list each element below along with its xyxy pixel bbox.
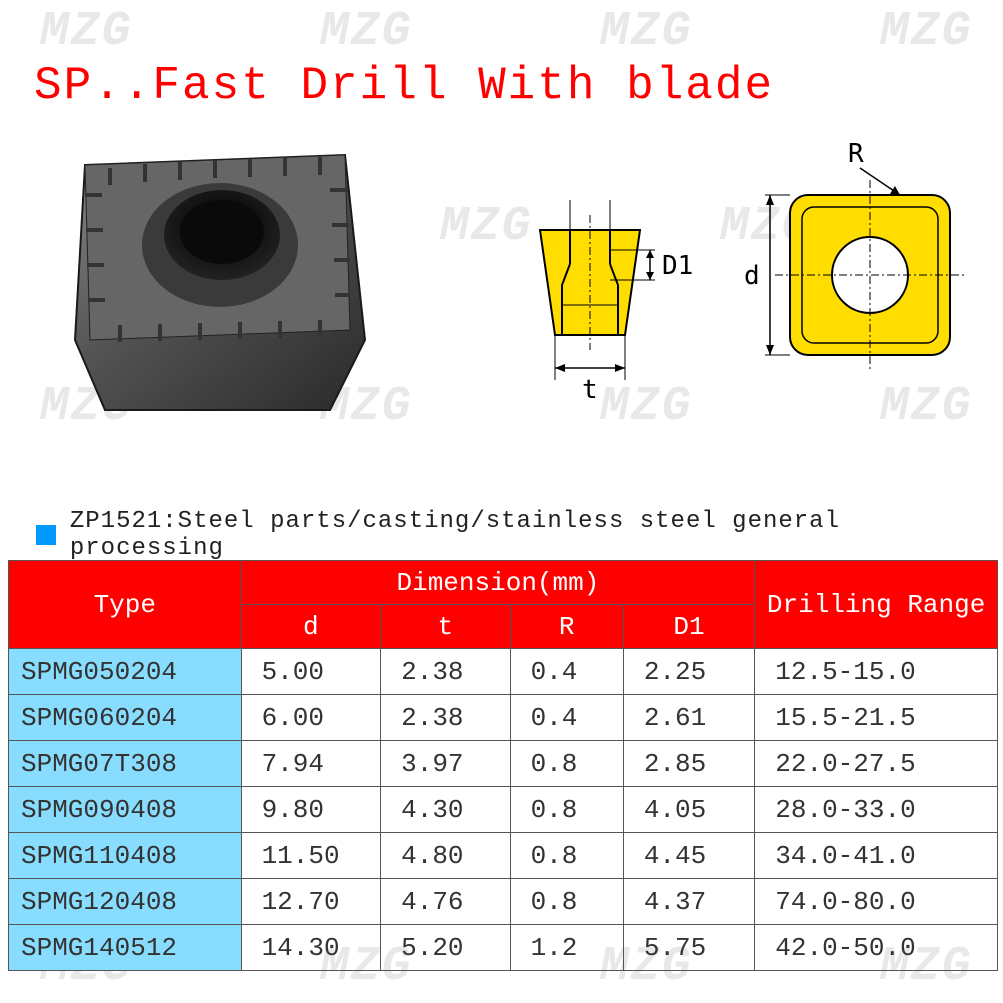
technical-diagram: D1 t R d xyxy=(510,140,980,440)
cell-range: 15.5-21.5 xyxy=(755,695,998,741)
cell-d1: 2.85 xyxy=(623,741,754,787)
cell-range: 34.0-41.0 xyxy=(755,833,998,879)
cell-r: 0.4 xyxy=(510,695,623,741)
cell-t: 2.38 xyxy=(381,649,510,695)
cell-type: SPMG07T308 xyxy=(9,741,242,787)
cell-range: 28.0-33.0 xyxy=(755,787,998,833)
table-row: SPMG07T3087.943.970.82.8522.0-27.5 xyxy=(9,741,998,787)
cell-d1: 4.45 xyxy=(623,833,754,879)
label-t: t xyxy=(582,375,598,405)
cell-type: SPMG060204 xyxy=(9,695,242,741)
note-bullet-icon xyxy=(36,525,56,545)
watermark: MZG xyxy=(40,5,132,59)
cell-d1: 4.37 xyxy=(623,879,754,925)
table-row: SPMG14051214.305.201.25.7542.0-50.0 xyxy=(9,925,998,971)
cell-range: 74.0-80.0 xyxy=(755,879,998,925)
table-row: SPMG0502045.002.380.42.2512.5-15.0 xyxy=(9,649,998,695)
cell-t: 4.30 xyxy=(381,787,510,833)
label-d: d xyxy=(744,261,760,291)
cell-t: 4.76 xyxy=(381,879,510,925)
cell-d: 7.94 xyxy=(241,741,381,787)
cell-d: 9.80 xyxy=(241,787,381,833)
cell-r: 0.8 xyxy=(510,741,623,787)
cell-r: 0.4 xyxy=(510,649,623,695)
table-row: SPMG0602046.002.380.42.6115.5-21.5 xyxy=(9,695,998,741)
spec-table: Type Dimension(mm) Drilling Range d t R … xyxy=(8,560,998,971)
insert-photo xyxy=(50,130,390,440)
page-title: SP..Fast Drill With blade xyxy=(34,60,774,112)
cell-d1: 4.05 xyxy=(623,787,754,833)
label-r: R xyxy=(848,140,864,169)
th-d: d xyxy=(241,605,381,649)
th-dimension: Dimension(mm) xyxy=(241,561,755,605)
note-text: ZP1521:Steel parts/casting/stainless ste… xyxy=(70,508,1003,562)
cell-type: SPMG120408 xyxy=(9,879,242,925)
cell-d: 5.00 xyxy=(241,649,381,695)
cell-t: 4.80 xyxy=(381,833,510,879)
th-r: R xyxy=(510,605,623,649)
table-row: SPMG11040811.504.800.84.4534.0-41.0 xyxy=(9,833,998,879)
cell-r: 0.8 xyxy=(510,833,623,879)
cell-range: 42.0-50.0 xyxy=(755,925,998,971)
cell-d1: 5.75 xyxy=(623,925,754,971)
cell-d: 14.30 xyxy=(241,925,381,971)
cell-d1: 2.61 xyxy=(623,695,754,741)
watermark: MZG xyxy=(880,5,972,59)
cell-d: 6.00 xyxy=(241,695,381,741)
watermark: MZG xyxy=(600,5,692,59)
cell-range: 12.5-15.0 xyxy=(755,649,998,695)
th-range: Drilling Range xyxy=(755,561,998,649)
cell-r: 1.2 xyxy=(510,925,623,971)
cell-range: 22.0-27.5 xyxy=(755,741,998,787)
cell-type: SPMG140512 xyxy=(9,925,242,971)
cell-r: 0.8 xyxy=(510,787,623,833)
cell-type: SPMG050204 xyxy=(9,649,242,695)
cell-r: 0.8 xyxy=(510,879,623,925)
cell-type: SPMG090408 xyxy=(9,787,242,833)
th-type: Type xyxy=(9,561,242,649)
table-row: SPMG0904089.804.300.84.0528.0-33.0 xyxy=(9,787,998,833)
cell-d: 12.70 xyxy=(241,879,381,925)
cell-t: 2.38 xyxy=(381,695,510,741)
label-d1: D1 xyxy=(662,251,693,281)
th-d1: D1 xyxy=(623,605,754,649)
material-note: ZP1521:Steel parts/casting/stainless ste… xyxy=(36,508,1003,562)
watermark: MZG xyxy=(320,5,412,59)
cell-d1: 2.25 xyxy=(623,649,754,695)
cell-t: 3.97 xyxy=(381,741,510,787)
cell-d: 11.50 xyxy=(241,833,381,879)
cell-type: SPMG110408 xyxy=(9,833,242,879)
th-t: t xyxy=(381,605,510,649)
table-row: SPMG12040812.704.760.84.3774.0-80.0 xyxy=(9,879,998,925)
cell-t: 5.20 xyxy=(381,925,510,971)
